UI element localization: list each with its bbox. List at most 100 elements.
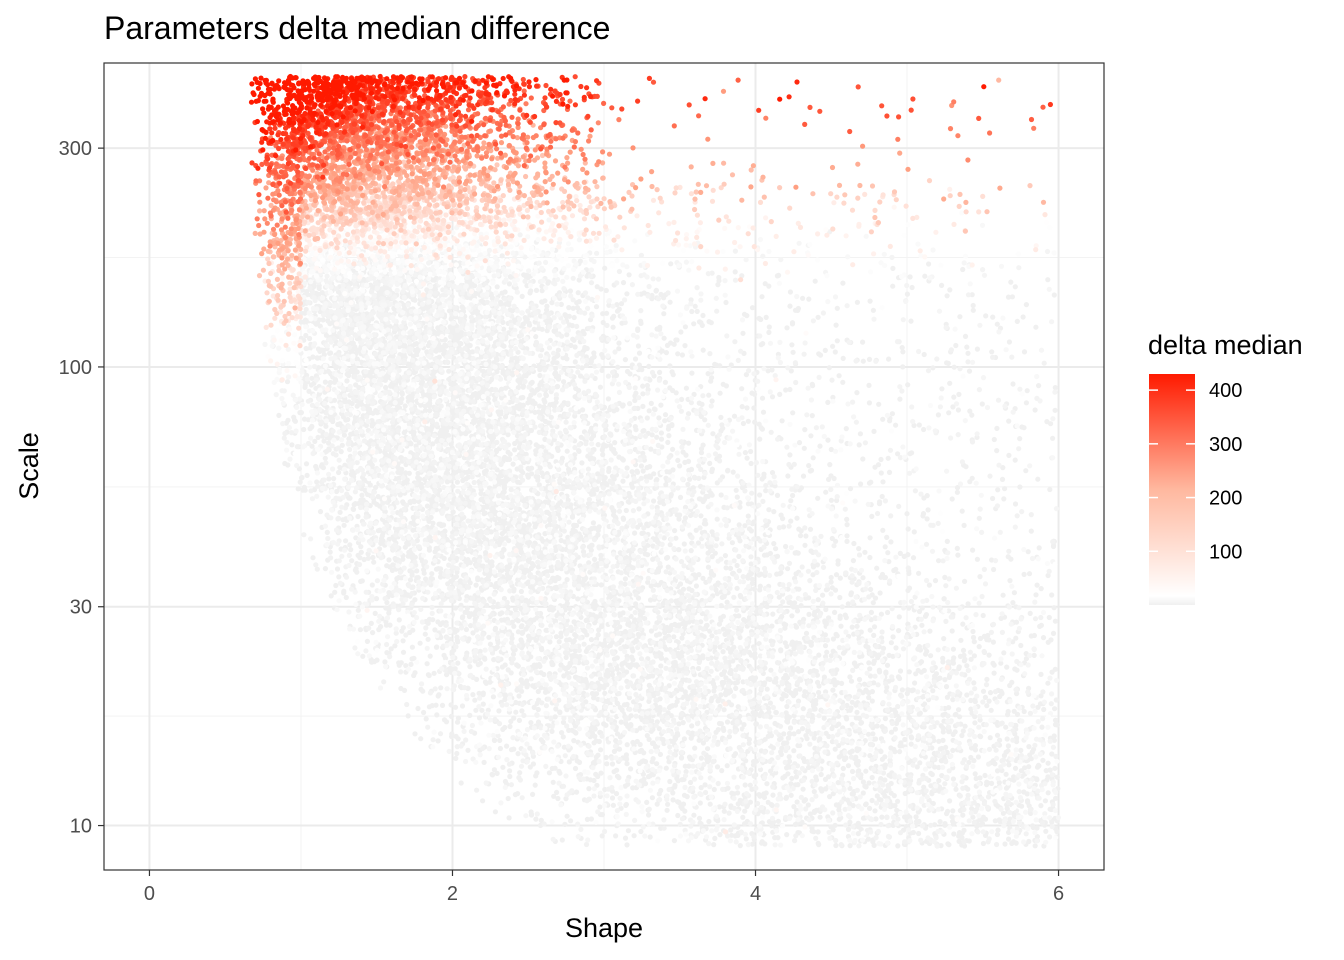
scatter-point	[586, 560, 592, 566]
scatter-point	[890, 634, 896, 640]
scatter-point	[673, 535, 679, 541]
scatter-point	[900, 364, 906, 370]
scatter-point	[654, 434, 660, 440]
scatter-point	[833, 842, 839, 849]
scatter-point	[586, 786, 592, 792]
scatter-point	[599, 447, 605, 453]
scatter-point	[721, 808, 727, 814]
scatter-point	[805, 802, 811, 808]
scatter-point	[495, 640, 501, 646]
scatter-point	[840, 650, 847, 656]
scatter-point	[991, 436, 997, 443]
scatter-point	[513, 709, 519, 715]
scatter-point	[877, 590, 883, 596]
scatter-point	[844, 716, 850, 722]
scatter-point	[932, 822, 938, 828]
scatter-point	[573, 523, 580, 529]
scatter-point	[740, 330, 746, 336]
scatter-point	[860, 779, 867, 785]
scatter-point	[555, 447, 561, 453]
scatter-point	[670, 372, 676, 378]
scatter-point	[1042, 798, 1048, 804]
scatter-point	[897, 550, 903, 557]
scatter-point	[1031, 652, 1037, 659]
scatter-point	[567, 288, 574, 294]
scatter-point	[801, 445, 807, 451]
scatter-point	[700, 498, 706, 505]
scatter-point	[844, 538, 850, 545]
scatter-point	[896, 628, 902, 634]
scatter-point	[634, 469, 641, 475]
scatter-point	[537, 372, 543, 379]
scatter-point	[869, 513, 875, 520]
scatter-point	[783, 387, 789, 393]
scatter-point	[1035, 476, 1041, 482]
scatter-point	[830, 636, 837, 642]
scatter-point	[307, 335, 313, 342]
scatter-point	[436, 692, 442, 698]
scatter-point	[790, 349, 796, 355]
scatter-point	[942, 821, 948, 827]
scatter-point	[868, 609, 875, 616]
scatter-point	[699, 401, 705, 407]
scatter-point	[546, 770, 553, 776]
scatter-point	[295, 486, 301, 492]
scatter-point	[972, 720, 978, 726]
scatter-point	[966, 368, 973, 374]
scatter-point	[945, 808, 951, 815]
scatter-point	[970, 628, 976, 635]
scatter-point	[959, 508, 965, 514]
scatter-point	[866, 356, 873, 362]
scatter-point	[519, 623, 525, 629]
scatter-point	[396, 617, 402, 623]
scatter-point	[328, 593, 334, 599]
scatter-point	[717, 390, 723, 396]
scatter-point	[784, 765, 790, 771]
scatter-point	[925, 507, 931, 513]
scatter-point	[1025, 549, 1031, 555]
scatter-point	[515, 791, 521, 797]
scatter-point	[891, 567, 897, 574]
scatter-point	[720, 649, 726, 655]
scatter-point	[614, 666, 620, 672]
scatter-point	[409, 656, 415, 662]
scatter-point	[455, 660, 461, 666]
scatter-point	[823, 606, 829, 613]
scatter-point	[622, 357, 629, 363]
scatter-point	[971, 758, 977, 764]
scatter-point	[845, 763, 852, 769]
scatter-point	[364, 638, 370, 645]
scatter-point	[742, 450, 749, 456]
scatter-point	[979, 401, 985, 407]
scatter-point	[697, 800, 703, 806]
scatter-point	[1034, 582, 1040, 588]
scatter-point	[769, 394, 776, 400]
scatter-point	[843, 615, 849, 621]
scatter-point	[784, 325, 790, 331]
scatter-point	[683, 385, 690, 391]
scatter-point	[962, 333, 969, 339]
scatter-point	[723, 299, 729, 306]
scatter-point	[334, 488, 340, 495]
scatter-point	[733, 487, 739, 493]
scatter-point	[1026, 571, 1033, 577]
scatter-point	[664, 555, 670, 561]
scatter-point	[401, 687, 408, 694]
scatter-point	[844, 533, 850, 539]
scatter-point	[854, 299, 861, 305]
scatter-point	[895, 843, 901, 849]
scatter-point	[415, 705, 421, 712]
scatter-point	[1051, 292, 1057, 298]
scatter-point	[343, 594, 349, 601]
scatter-point	[922, 613, 929, 619]
scatter-point	[837, 575, 843, 581]
scatter-point	[1002, 486, 1008, 492]
scatter-point	[905, 382, 911, 388]
scatter-point	[940, 729, 946, 735]
scatter-point	[806, 611, 812, 618]
scatter-point	[426, 704, 432, 710]
scatter-point	[374, 657, 380, 663]
scatter-point	[780, 516, 786, 522]
scatter-point	[866, 382, 872, 388]
scatter-point	[442, 342, 448, 348]
